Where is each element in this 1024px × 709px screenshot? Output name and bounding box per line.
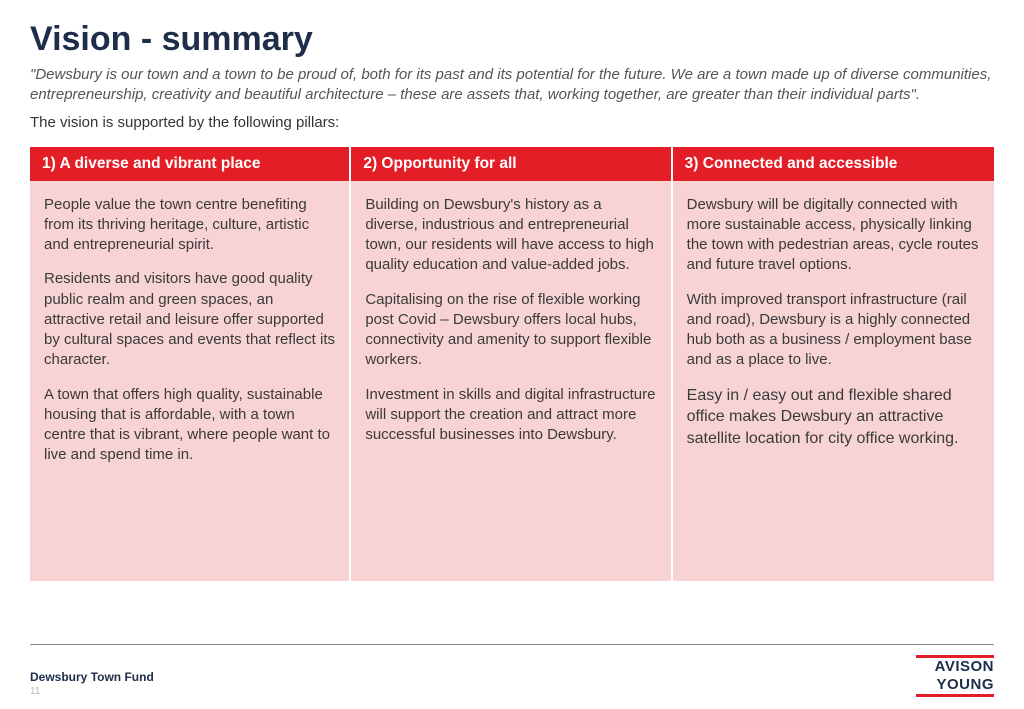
- pillar-3-emphasis: Easy in / easy out and flexible shared o…: [687, 385, 980, 450]
- logo-text-1: AVISON: [916, 658, 994, 676]
- vision-quote: "Dewsbury is our town and a town to be p…: [30, 65, 994, 106]
- pillar-2: 2) Opportunity for all Building on Dewsb…: [351, 147, 672, 581]
- footer-divider: [30, 644, 994, 645]
- slide-footer: Dewsbury Town Fund 11 AVISON YOUNG: [30, 644, 994, 698]
- pillar-1-body: People value the town centre benefiting …: [30, 181, 351, 581]
- pillar-2-p2: Capitalising on the rise of flexible wor…: [365, 290, 656, 371]
- pillar-1-p1: People value the town centre benefiting …: [44, 195, 335, 256]
- footer-left: Dewsbury Town Fund 11: [30, 670, 154, 697]
- pillar-3-header: 3) Connected and accessible: [673, 147, 994, 181]
- pillar-2-p1: Building on Dewsbury's history as a dive…: [365, 195, 656, 276]
- logo-text-2: YOUNG: [916, 676, 994, 694]
- pillar-2-p3: Investment in skills and digital infrast…: [365, 385, 656, 446]
- pillar-1-header: 1) A diverse and vibrant place: [30, 147, 351, 181]
- pillars-table: 1) A diverse and vibrant place People va…: [30, 147, 994, 581]
- footer-row: Dewsbury Town Fund 11 AVISON YOUNG: [30, 655, 994, 698]
- pillar-2-body: Building on Dewsbury's history as a dive…: [351, 181, 672, 581]
- slide-page: Vision - summary "Dewsbury is our town a…: [0, 0, 1024, 709]
- pillar-3-body: Dewsbury will be digitally connected wit…: [673, 181, 994, 581]
- pillar-3-p2: With improved transport infrastructure (…: [687, 290, 980, 371]
- avison-young-logo: AVISON YOUNG: [916, 655, 994, 698]
- pillar-2-header: 2) Opportunity for all: [351, 147, 672, 181]
- pillar-3: 3) Connected and accessible Dewsbury wil…: [673, 147, 994, 581]
- pillar-1-p2: Residents and visitors have good quality…: [44, 269, 335, 370]
- page-title: Vision - summary: [30, 20, 994, 59]
- intro-text: The vision is supported by the following…: [30, 114, 994, 131]
- pillar-1: 1) A diverse and vibrant place People va…: [30, 147, 351, 581]
- logo-bar-bottom: [916, 694, 994, 697]
- pillar-3-p1: Dewsbury will be digitally connected wit…: [687, 195, 980, 276]
- page-number: 11: [30, 686, 154, 697]
- footer-title: Dewsbury Town Fund: [30, 670, 154, 684]
- pillar-1-p3: A town that offers high quality, sustain…: [44, 385, 335, 466]
